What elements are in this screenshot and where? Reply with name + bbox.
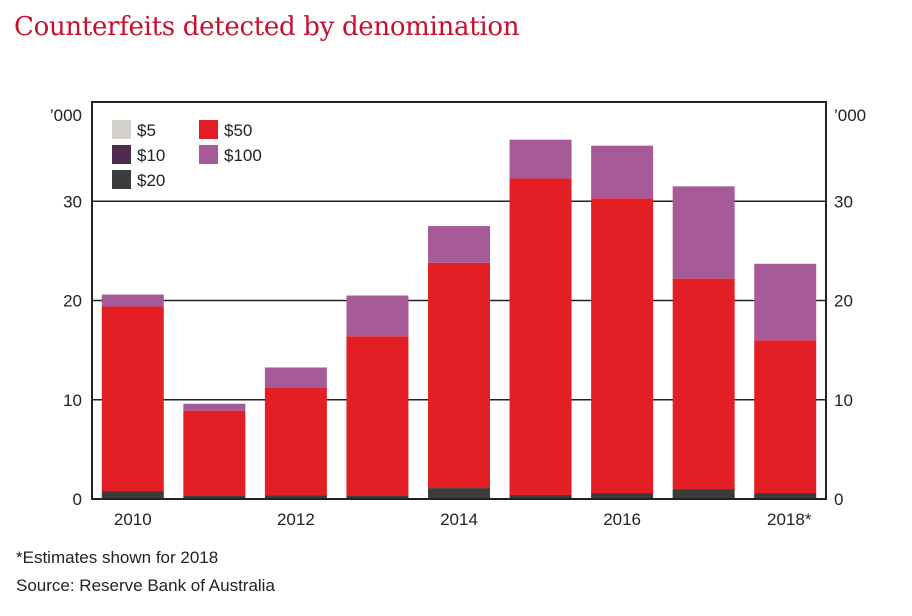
bar-2015-100 — [509, 139, 572, 179]
x-tick-label: 2014 — [440, 510, 478, 529]
bars — [101, 139, 817, 499]
bar-2011-50 — [183, 410, 246, 497]
bar-2016-100 — [591, 145, 654, 199]
legend-swatch-20 — [112, 170, 131, 189]
footnote: *Estimates shown for 2018 — [16, 548, 219, 567]
bar-2015-50 — [509, 178, 572, 496]
bar-2018-50 — [754, 340, 817, 494]
x-tick-label: 2016 — [603, 510, 641, 529]
plot-frame — [91, 101, 827, 500]
y-tick-label-right: 30 — [834, 192, 853, 211]
bar-2016-50 — [591, 198, 654, 494]
bar-2013-20 — [346, 496, 409, 499]
bar-2011-100 — [183, 403, 246, 411]
y-unit-right: ’000 — [834, 106, 866, 125]
bar-2014-20 — [428, 488, 490, 499]
bar-2013-100 — [346, 295, 409, 337]
y-tick-label-left: 30 — [63, 192, 82, 211]
legend-swatch-10 — [112, 145, 131, 164]
bar-2010-20 — [101, 491, 164, 499]
legend-label-50: $50 — [224, 121, 252, 140]
legend-label-5: $5 — [137, 121, 156, 140]
bar-2015-20 — [509, 495, 572, 499]
x-tick-label: 2018* — [767, 510, 812, 529]
legend-label-10: $10 — [137, 146, 165, 165]
y-unit-left: ’000 — [50, 106, 82, 125]
bar-2010-100 — [101, 294, 164, 307]
y-tick-label-left: 0 — [73, 490, 82, 509]
legend: $5 $10 $20 $50 $100 — [112, 120, 262, 190]
legend-swatch-50 — [199, 120, 218, 139]
bar-2017-100 — [672, 186, 735, 279]
bar-2018-20 — [754, 493, 817, 499]
legend-label-20: $20 — [137, 171, 165, 190]
bar-2016-20 — [591, 493, 654, 499]
bar-2011-20 — [183, 496, 246, 499]
bar-2018-100 — [754, 263, 817, 341]
bar-2014-50 — [428, 262, 490, 489]
bar-2010-50 — [101, 306, 164, 492]
axes: 0 0 10 10 20 20 30 30 ’000 ’000 2010 2012 2014 2016 20… — [50, 106, 866, 529]
bar-2017-20 — [672, 489, 735, 499]
y-tick-label-left: 10 — [63, 391, 82, 410]
bar-2012-100 — [264, 367, 327, 388]
bar-2013-50 — [346, 336, 409, 497]
legend-swatch-5 — [112, 120, 131, 139]
y-tick-label-right: 0 — [834, 490, 843, 509]
bar-2014-100 — [428, 226, 490, 263]
y-tick-label-left: 20 — [63, 292, 82, 311]
legend-label-100: $100 — [224, 146, 262, 165]
source-note: Source: Reserve Bank of Australia — [16, 576, 275, 595]
bar-2012-20 — [264, 495, 327, 499]
y-tick-label-right: 10 — [834, 391, 853, 410]
x-tick-label: 2010 — [114, 510, 152, 529]
chart-title: Counterfeits detected by denomination — [14, 12, 520, 42]
bar-2017-50 — [672, 278, 735, 490]
legend-swatch-100 — [199, 145, 218, 164]
bar-2012-50 — [264, 387, 327, 496]
y-tick-label-right: 20 — [834, 292, 853, 311]
x-tick-label: 2012 — [277, 510, 315, 529]
